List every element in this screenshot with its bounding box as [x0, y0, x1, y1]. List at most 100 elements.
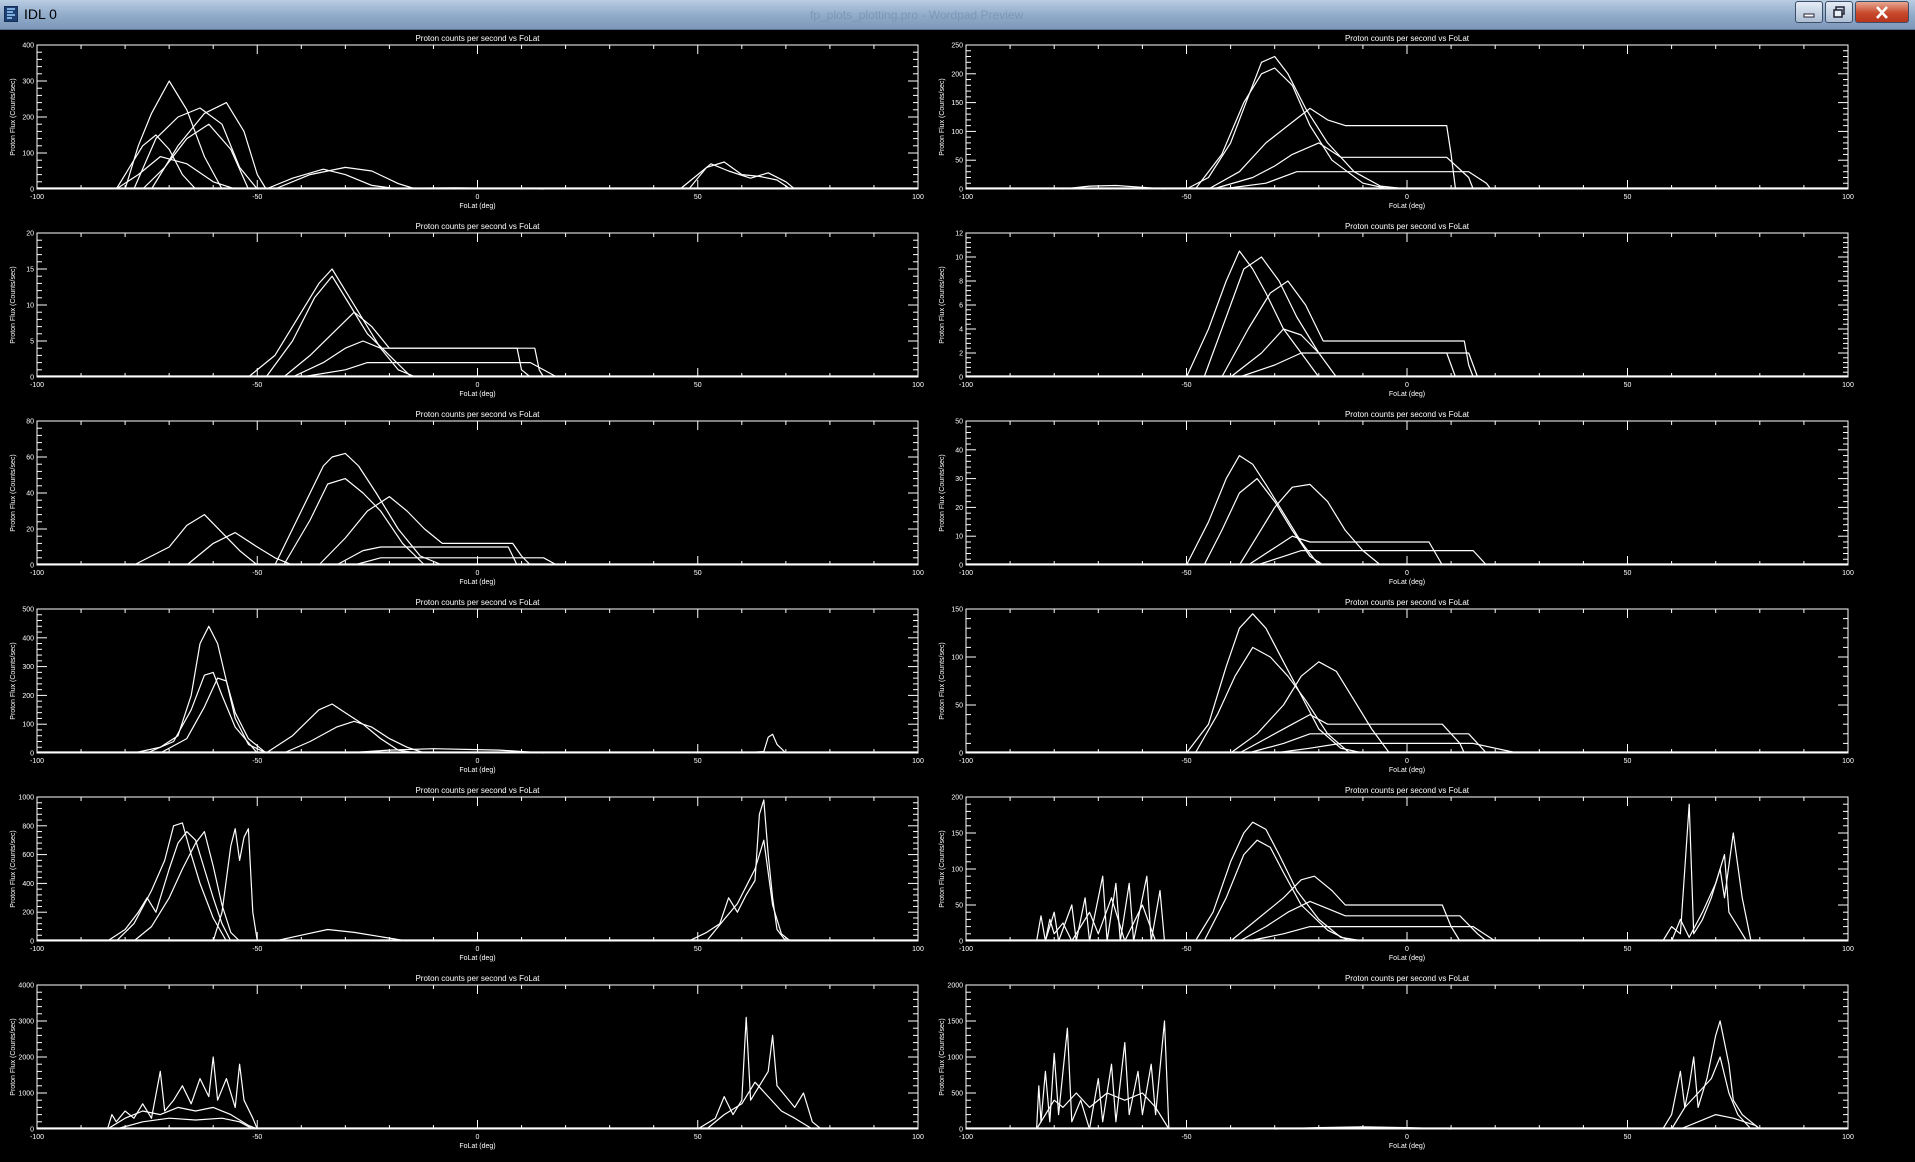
y-tick-label: 50 — [955, 419, 963, 426]
x-axis-label: FoLat (deg) — [459, 391, 495, 398]
series-line-7 — [1248, 926, 1496, 942]
y-tick-label: 250 — [951, 43, 963, 50]
chart-panel-11: Proton counts per second vs FoLat -100 -50… — [10, 974, 924, 1150]
window-titlebar[interactable]: IDL 0 fp_plots_plotting.pro - Wordpad Pr… — [0, 0, 1915, 30]
y-tick-label: 0 — [30, 563, 34, 570]
x-tick-label: 0 — [1405, 382, 1409, 389]
y-tick-label: 1000 — [18, 795, 34, 802]
chart-title: Proton counts per second vs FoLat — [1345, 786, 1470, 795]
x-tick-label: 100 — [912, 194, 924, 201]
series-line-5 — [1212, 142, 1474, 190]
series-line-2 — [115, 822, 227, 942]
plot-frame — [965, 44, 1849, 190]
chart-panel-1: Proton counts per second vs FoLat -100 -50… — [10, 34, 924, 210]
series-line-3 — [133, 107, 258, 190]
x-tick-label: -50 — [252, 1134, 262, 1141]
y-axis-label: Proton Flux (Counts/sec) — [10, 454, 17, 531]
minimize-button[interactable] — [1795, 1, 1823, 23]
chart-title: Proton counts per second vs FoLat — [1345, 974, 1470, 983]
x-tick-label: 0 — [1405, 946, 1409, 953]
plot-frame — [965, 796, 1849, 942]
y-tick-label: 0 — [959, 563, 963, 570]
series-line-2 — [1036, 1092, 1170, 1130]
x-tick-label: -50 — [1181, 758, 1191, 765]
series-line-1 — [106, 1056, 258, 1130]
series-line-1 — [1186, 613, 1364, 754]
series-line-5 — [1671, 1056, 1752, 1130]
x-tick-label: 100 — [1842, 758, 1854, 765]
close-button[interactable] — [1855, 1, 1909, 23]
x-tick-label: 0 — [1405, 194, 1409, 201]
y-tick-label: 100 — [951, 129, 963, 136]
y-tick-label: 50 — [955, 903, 963, 910]
series-line-4 — [1239, 714, 1465, 754]
series-line-4 — [1247, 535, 1443, 566]
series-line-1 — [248, 268, 417, 378]
y-tick-label: 1500 — [947, 1019, 963, 1026]
series-line-4 — [265, 703, 416, 754]
x-tick-label: 50 — [694, 194, 702, 201]
y-tick-label: 50 — [955, 703, 963, 710]
series-line-3 — [283, 311, 531, 378]
chart-title: Proton counts per second vs FoLat — [1345, 34, 1470, 43]
y-tick-label: 800 — [22, 823, 34, 830]
y-tick-label: 0 — [959, 187, 963, 194]
x-tick-label: -100 — [30, 1134, 44, 1141]
y-tick-label: 200 — [22, 115, 34, 122]
series-line-1 — [1036, 875, 1166, 942]
series-line-3 — [1230, 661, 1390, 754]
series-line-2 — [265, 275, 412, 378]
x-tick-label: 0 — [476, 194, 480, 201]
y-tick-label: 1000 — [18, 1091, 34, 1098]
chart-panel-12: Proton counts per second vs FoLat -100 -50… — [939, 974, 1854, 1150]
x-tick-label: -100 — [30, 946, 44, 953]
series-line-5 — [283, 720, 425, 754]
x-tick-label: -100 — [30, 382, 44, 389]
series-line-1 — [1036, 1020, 1170, 1130]
y-axis-label: Proton Flux (Counts/sec) — [939, 642, 946, 719]
x-tick-label: -50 — [1181, 1134, 1191, 1141]
series-line-9 — [1671, 854, 1748, 942]
x-tick-label: -50 — [252, 382, 262, 389]
x-tick-label: 0 — [476, 1134, 480, 1141]
x-axis-label: FoLat (deg) — [459, 767, 495, 774]
maximize-button[interactable] — [1825, 1, 1853, 23]
y-tick-label: 0 — [30, 187, 34, 194]
x-tick-label: 50 — [694, 570, 702, 577]
y-tick-label: 2000 — [18, 1055, 34, 1062]
x-tick-label: 0 — [476, 758, 480, 765]
y-tick-label: 6 — [959, 303, 963, 310]
chart-title: Proton counts per second vs FoLat — [415, 410, 540, 419]
plot-frame — [965, 420, 1849, 566]
series-line-3 — [1221, 280, 1474, 378]
y-tick-label: 0 — [30, 1127, 34, 1134]
y-tick-label: 400 — [22, 635, 34, 642]
y-tick-label: 0 — [959, 751, 963, 758]
x-tick-label: 50 — [1624, 758, 1632, 765]
x-axis-label: FoLat (deg) — [1389, 1143, 1425, 1150]
series-line-2 — [124, 80, 223, 190]
series-line-5 — [1230, 875, 1461, 942]
y-tick-label: 20 — [955, 505, 963, 512]
y-tick-label: 400 — [22, 43, 34, 50]
series-line-4 — [212, 828, 258, 942]
x-tick-label: -100 — [959, 382, 973, 389]
series-line-5 — [301, 362, 558, 378]
x-tick-label: -50 — [1181, 194, 1191, 201]
series-line-6 — [1274, 742, 1518, 754]
x-tick-label: 100 — [912, 1134, 924, 1141]
x-axis-label: FoLat (deg) — [459, 1143, 495, 1150]
x-tick-label: 100 — [1842, 382, 1854, 389]
chart-panel-6: Proton counts per second vs FoLat -100 -50… — [939, 410, 1854, 586]
x-tick-label: 50 — [694, 946, 702, 953]
plots-svg: Proton counts per second vs FoLat -100 -50… — [10, 34, 1854, 1150]
y-axis-label: Proton Flux (Counts/sec) — [939, 78, 946, 155]
y-axis-label: Proton Flux (Counts/sec) — [10, 1018, 17, 1095]
y-tick-label: 0 — [959, 1127, 963, 1134]
x-tick-label: 100 — [1842, 570, 1854, 577]
x-tick-label: 50 — [1624, 1134, 1632, 1141]
y-tick-label: 600 — [22, 852, 34, 859]
y-tick-label: 150 — [951, 100, 963, 107]
series-line-4 — [1662, 1020, 1761, 1130]
x-tick-label: 50 — [1624, 570, 1632, 577]
